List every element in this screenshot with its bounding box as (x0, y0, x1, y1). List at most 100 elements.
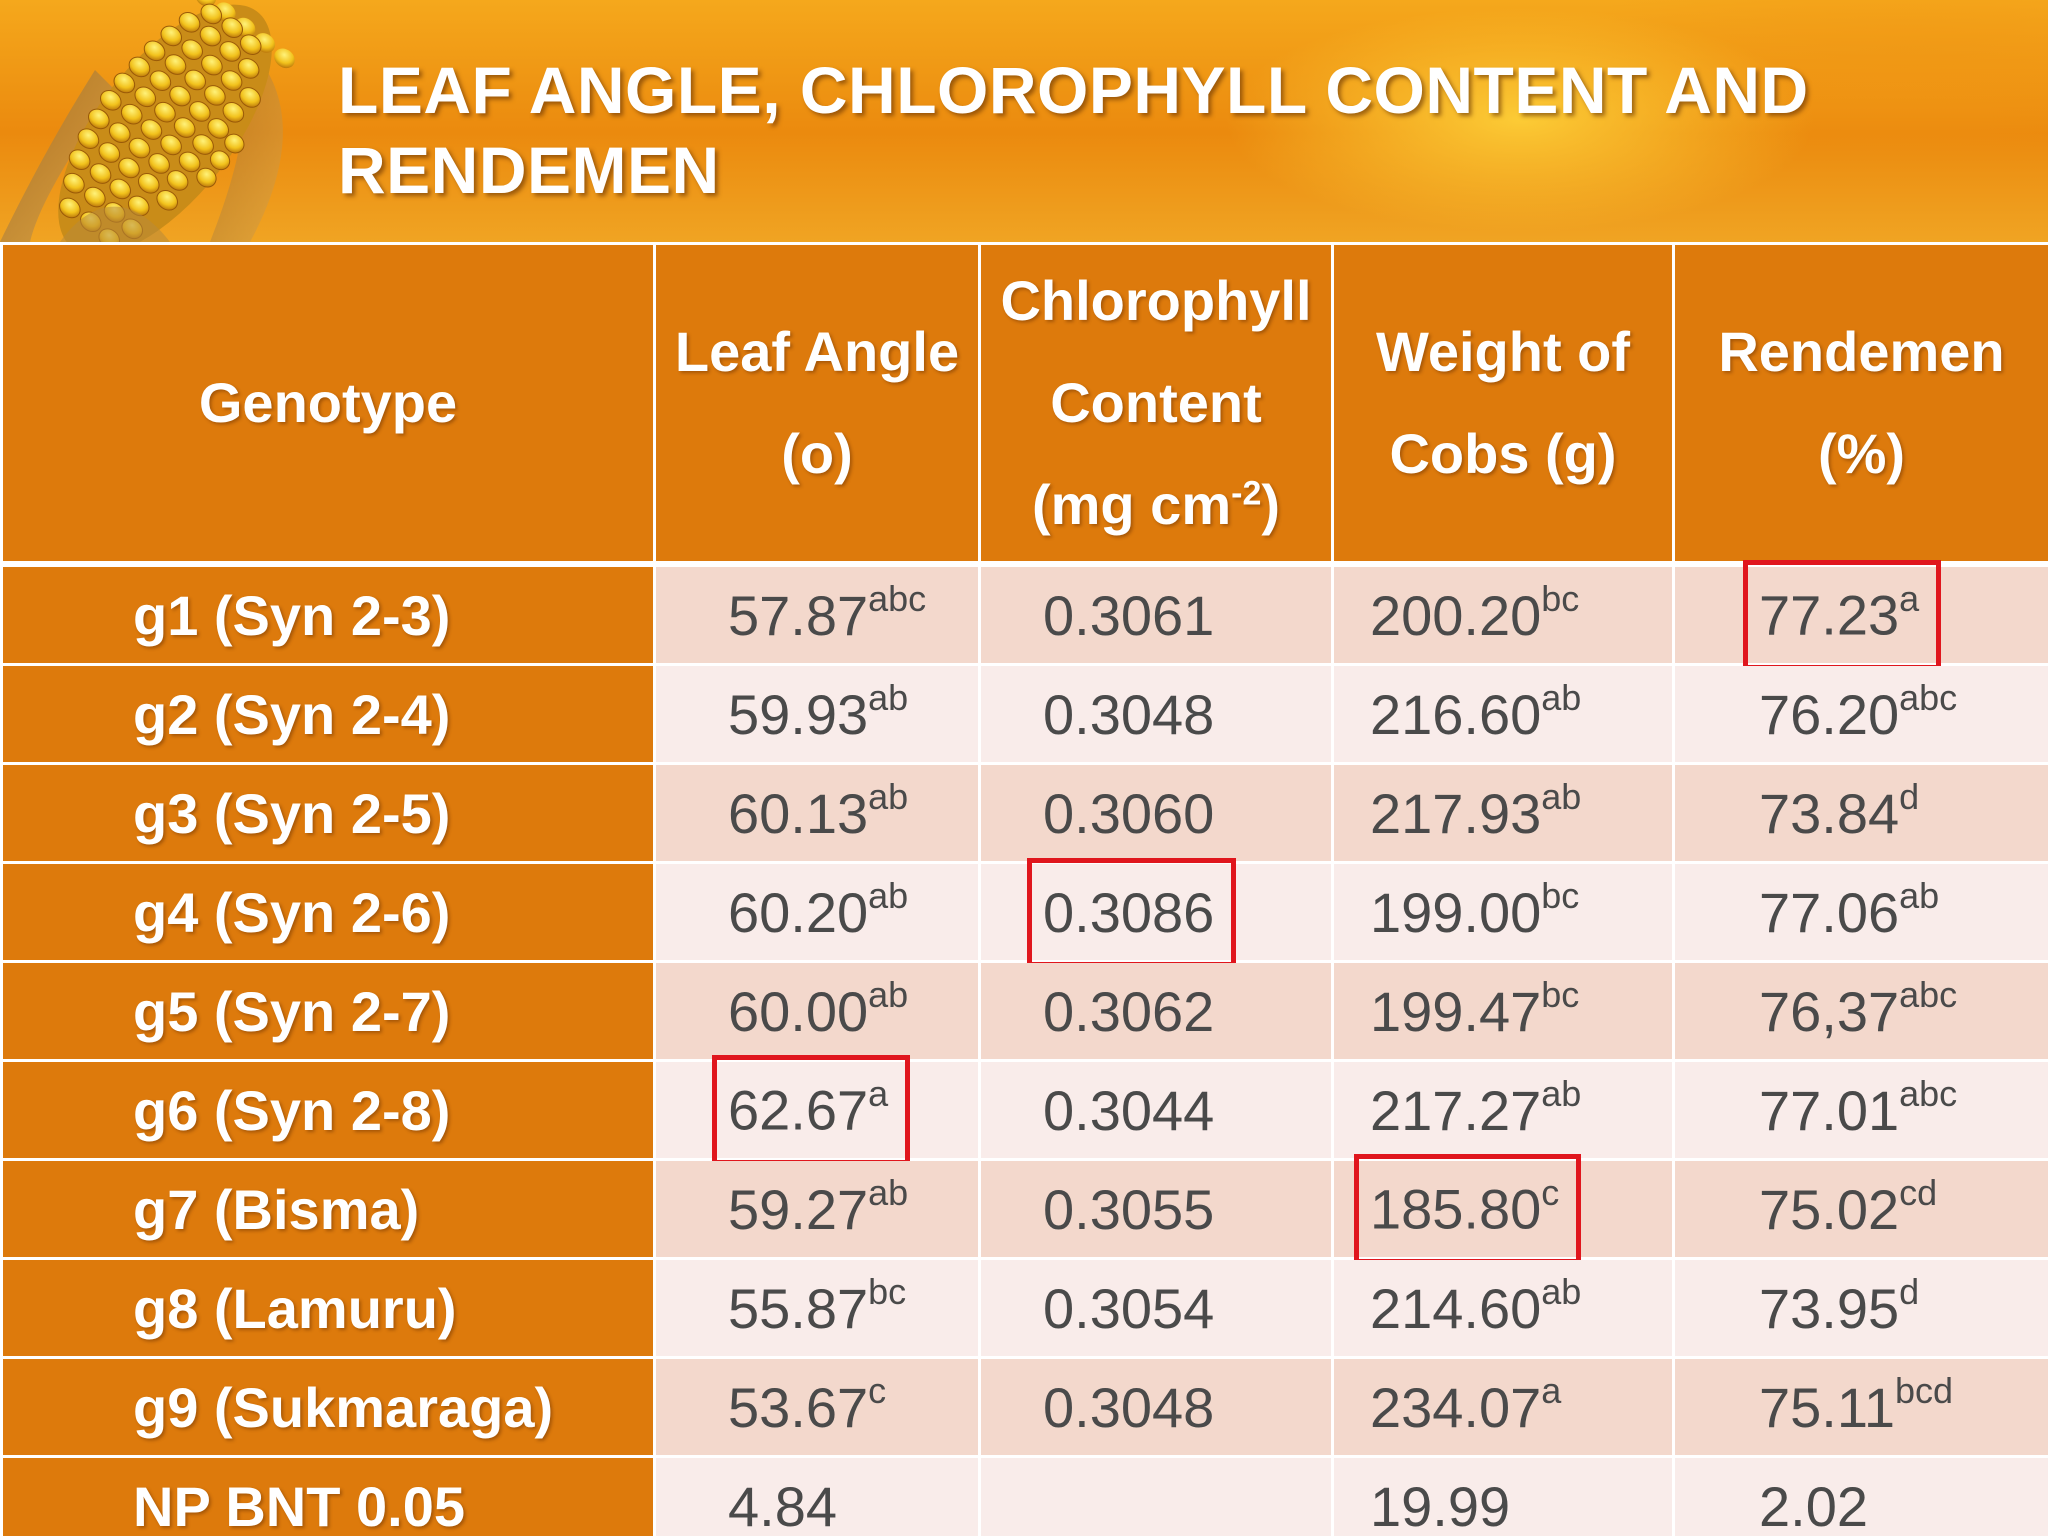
cell-leaf-angle-value: 57.87abc (728, 578, 926, 647)
cell-weight-of-cobs: 216.60ab (1331, 663, 1675, 765)
table-row: g8 (Lamuru) 55.87bc 0.3054 214.60ab 73.95d (0, 1257, 2048, 1359)
table-row: g3 (Syn 2-5) 60.13ab 0.3060 217.93ab 73.84d (0, 762, 2048, 864)
cell-rendemen: 75.11bcd (1672, 1356, 2048, 1458)
value-text: 73.95 (1759, 1276, 1900, 1340)
significance-letter: c (1541, 1172, 1560, 1214)
value-text: 77.01 (1759, 1078, 1900, 1142)
cell-leaf-angle: 57.87abc (653, 562, 981, 666)
cell-leaf-angle: 62.67a (653, 1055, 981, 1165)
significance-letter: d (1899, 1271, 1920, 1313)
cell-chlorophyll-value: 0.3048 (1043, 683, 1214, 746)
cell-genotype: g1 (Syn 2-3) (0, 562, 656, 666)
cell-weight-of-cobs: 234.07a (1331, 1356, 1675, 1458)
cell-chlorophyll: 0.3086 (978, 857, 1334, 967)
cell-weight-of-cobs-value: 214.60ab (1370, 1271, 1581, 1340)
cell-weight-of-cobs-value: 199.00bc (1370, 875, 1579, 944)
cell-rendemen-value: 2.02 (1759, 1475, 1868, 1536)
value-text: 75.11 (1759, 1375, 1895, 1439)
cell-rendemen: 73.84d (1672, 762, 2048, 864)
cell-rendemen-value: 77.06ab (1759, 875, 1939, 944)
cell-rendemen: 76.20abc (1672, 663, 2048, 765)
value-text: 59.93 (728, 682, 869, 746)
significance-letter: ab (868, 677, 909, 719)
value-text: 0.3062 (1043, 979, 1215, 1043)
results-table: Genotype Leaf Angle (o) Chlorophyll Conten… (0, 242, 2048, 1536)
cell-leaf-angle-value: 60.20ab (728, 875, 908, 944)
value-text: 60.13 (728, 781, 869, 845)
value-text: 0.3054 (1043, 1276, 1215, 1340)
significance-letter: bc (868, 1271, 907, 1313)
cell-weight-of-cobs-value: 199.47bc (1370, 974, 1579, 1043)
cell-chlorophyll: 0.3062 (978, 960, 1334, 1062)
cell-leaf-angle: 53.67c (653, 1356, 981, 1458)
value-text: 77.06 (1759, 880, 1900, 944)
value-text: 62.67 (728, 1078, 869, 1142)
cell-chlorophyll: 0.3055 (978, 1158, 1334, 1260)
highlight-box: 185.80c (1353, 1154, 1582, 1264)
cell-leaf-angle-value: 60.00ab (728, 974, 908, 1043)
significance-letter: bc (1541, 875, 1580, 917)
significance-letter: c (868, 1370, 887, 1412)
value-text: 199.47 (1370, 979, 1542, 1043)
cell-chlorophyll: 0.3061 (978, 562, 1334, 666)
header-leaf-angle: Leaf Angle (o) (653, 242, 981, 567)
cell-leaf-angle-value: 59.93ab (728, 677, 908, 746)
cell-leaf-angle: 60.13ab (653, 762, 981, 864)
cell-weight-of-cobs-value: 217.93ab (1370, 776, 1581, 845)
cell-genotype: g9 (Sukmaraga) (0, 1356, 656, 1458)
cell-chlorophyll-value: 0.3060 (1043, 782, 1214, 845)
significance-letter: a (1899, 578, 1920, 620)
cell-weight-of-cobs-value: 216.60ab (1370, 677, 1581, 746)
significance-letter: cd (1899, 1172, 1938, 1214)
cell-chlorophyll-value: 0.3061 (1043, 584, 1214, 647)
cell-leaf-angle-value: 55.87bc (728, 1271, 906, 1340)
cell-rendemen-value: 77.01abc (1759, 1073, 1957, 1142)
cell-rendemen: 73.95d (1672, 1257, 2048, 1359)
value-text: 234.07 (1370, 1375, 1542, 1439)
cell-rendemen-value: 76.20abc (1759, 677, 1957, 746)
cell-rendemen-value: 76,37abc (1759, 974, 1957, 1043)
header-weight-of-cobs: Weight of Cobs (g) (1331, 242, 1675, 567)
slide-header: LEAF ANGLE, CHLOROPHYLL CONTENT AND REND… (0, 0, 2048, 242)
cell-rendemen: 77.23a (1672, 560, 2048, 670)
significance-letter: d (1899, 776, 1920, 818)
cell-weight-of-cobs: 214.60ab (1331, 1257, 1675, 1359)
header-chlorophyll: Chlorophyll Content (mg cm-2) (978, 242, 1334, 567)
value-text: 53.67 (728, 1375, 869, 1439)
table-row: g6 (Syn 2-8) 62.67a 0.3044 217.27ab 77.01abc (0, 1055, 2048, 1165)
cell-genotype: g7 (Bisma) (0, 1158, 656, 1260)
cell-genotype: g8 (Lamuru) (0, 1257, 656, 1359)
cell-genotype: g5 (Syn 2-7) (0, 960, 656, 1062)
cell-rendemen: 2.02 (1672, 1455, 2048, 1536)
highlight-box: 62.67a (711, 1055, 911, 1165)
cell-chlorophyll-value: 0.3062 (1043, 980, 1214, 1043)
cell-chlorophyll: 0.3048 (978, 663, 1334, 765)
table-row: g4 (Syn 2-6) 60.20ab 0.3086 199.00bc 77.06ab (0, 857, 2048, 967)
highlight-box: 77.23a (1742, 560, 1942, 670)
value-text: 19.99 (1370, 1474, 1511, 1536)
cell-leaf-angle-value: 59.27ab (728, 1172, 908, 1241)
value-text: 60.00 (728, 979, 869, 1043)
value-text: 0.3061 (1043, 583, 1215, 647)
significance-letter: bc (1541, 974, 1580, 1016)
cell-weight-of-cobs: 217.27ab (1331, 1059, 1675, 1161)
cell-weight-of-cobs-value: 234.07a (1370, 1370, 1561, 1439)
cell-genotype: NP BNT 0.05 (0, 1455, 656, 1536)
significance-letter: abc (1899, 677, 1958, 719)
cell-weight-of-cobs: 19.99 (1331, 1455, 1675, 1536)
cell-chlorophyll-value: 0.3054 (1043, 1277, 1214, 1340)
value-text: 76,37 (1759, 979, 1900, 1043)
significance-letter: abc (1899, 974, 1958, 1016)
value-text: 0.3055 (1043, 1177, 1215, 1241)
cell-rendemen: 76,37abc (1672, 960, 2048, 1062)
cell-rendemen-value: 73.95d (1759, 1271, 1919, 1340)
cell-chlorophyll-value: 0.3044 (1043, 1079, 1214, 1142)
value-text: 4.84 (728, 1474, 837, 1536)
significance-letter: a (868, 1073, 889, 1115)
cell-chlorophyll (978, 1455, 1334, 1536)
cell-rendemen: 77.06ab (1672, 861, 2048, 963)
cell-weight-of-cobs-value: 217.27ab (1370, 1073, 1581, 1142)
significance-letter: ab (868, 974, 909, 1016)
value-text: 0.3048 (1043, 1375, 1215, 1439)
value-text: 77.23 (1759, 583, 1900, 647)
